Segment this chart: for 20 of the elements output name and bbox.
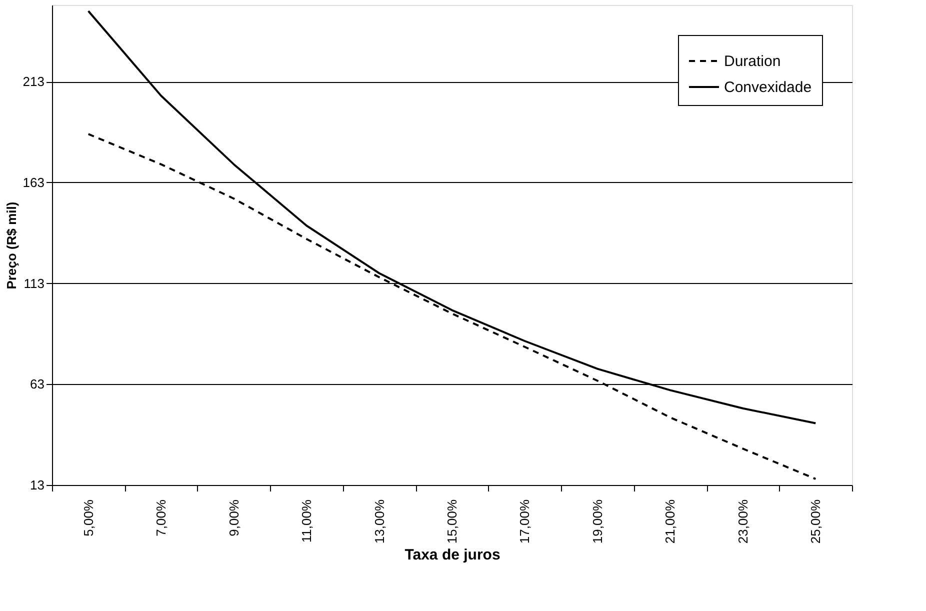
- x-tick-label: 7,00%: [154, 499, 169, 536]
- x-axis-title: Taxa de juros: [404, 546, 500, 564]
- x-tick-label: 23,00%: [735, 499, 750, 544]
- x-tick-label: 9,00%: [226, 499, 242, 536]
- x-tick-label: 13,00%: [372, 499, 387, 544]
- x-tick-label: 5,00%: [80, 499, 96, 536]
- y-tick-label: 13: [30, 478, 44, 492]
- y-tick-label: 163: [22, 174, 44, 190]
- x-tick-label: 11,00%: [299, 499, 314, 543]
- legend-label: Duration: [724, 53, 781, 70]
- y-axis-title: Preço (R$ mil): [4, 202, 19, 290]
- x-tick-label: 15,00%: [444, 499, 460, 544]
- y-tick-label: 213: [22, 74, 44, 90]
- x-tick-label: 17,00%: [517, 499, 532, 544]
- y-tick-label: 113: [24, 276, 44, 291]
- x-tick-label: 25,00%: [808, 499, 824, 544]
- x-tick-label: 21,00%: [662, 499, 678, 544]
- x-tick-label: 19,00%: [590, 499, 605, 544]
- legend-label: Convexidade: [724, 79, 812, 96]
- y-tick-label: 63: [30, 376, 44, 392]
